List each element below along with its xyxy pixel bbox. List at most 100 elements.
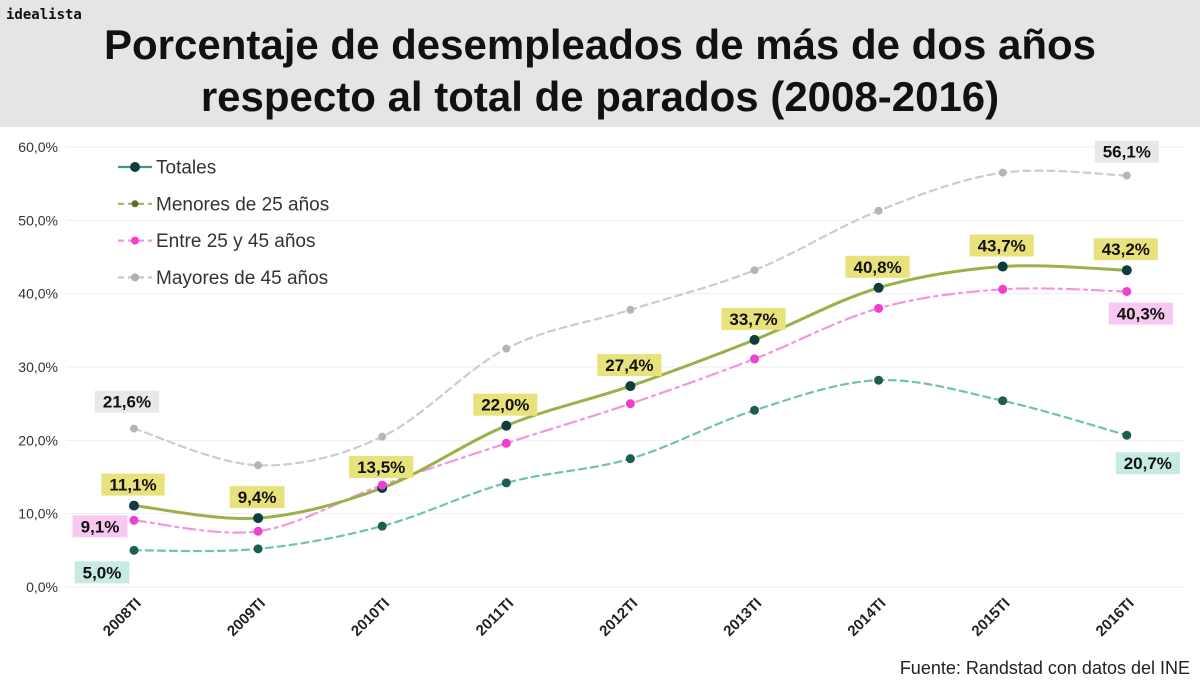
data-label: 43,2% — [1093, 238, 1158, 261]
data-label: 21,6% — [94, 390, 160, 413]
legend-label: Entre 25 y 45 años — [156, 231, 316, 252]
y-tick-label: 40,0% — [18, 286, 58, 302]
x-tick-label: 2011TI — [473, 595, 517, 639]
data-point-totales — [501, 420, 512, 431]
y-tick-label: 30,0% — [18, 359, 58, 375]
legend-label: Menores de 25 años — [156, 194, 329, 215]
data-label: 9,4% — [229, 486, 285, 509]
legend-label: Totales — [156, 158, 216, 179]
series-points — [129, 168, 1132, 555]
legend-label: Mayores de 45 años — [156, 268, 328, 289]
line-chart: 0,0% 10,0% 20,0% 30,0% 40,0% 50,0% 60,0% 2008TI… — [18, 139, 1185, 640]
data-point-totales — [997, 261, 1008, 272]
x-tick-label: 2010TI — [348, 595, 393, 640]
data-label-text: 40,8% — [853, 258, 901, 277]
data-point-mayores-de-45-anos — [378, 432, 387, 441]
x-tick-label: 2012TI — [596, 595, 641, 640]
data-label-text: 40,3% — [1117, 304, 1165, 323]
source-note: Fuente: Randstad con datos del INE — [899, 658, 1190, 678]
data-label-bg — [1093, 238, 1158, 261]
data-label-bg — [473, 393, 538, 416]
y-tick-label: 0,0% — [26, 579, 58, 595]
data-label: 40,3% — [1108, 302, 1173, 325]
data-labels: 11,1% 9,4% 13,5% 22,0% 27,4% 33,7% 40,8% 43,7% 4… — [72, 140, 1180, 584]
data-point-mayores-de-45-anos — [750, 266, 759, 275]
legend-item-mayores-de-45-anos: Mayores de 45 años — [118, 268, 328, 289]
data-point-menores-de-25-anos — [501, 478, 511, 488]
header-band: idealista Porcentaje de desempleados de … — [0, 0, 1200, 127]
data-label: 13,5% — [349, 456, 414, 478]
data-point-menores-de-25-anos — [750, 405, 759, 415]
legend-item-entre-25-y-45-anos: Entre 25 y 45 años — [118, 231, 316, 252]
x-tick-label: 2015TI — [968, 595, 1013, 640]
data-label: 33,7% — [721, 307, 786, 330]
data-label-text: 5,0% — [83, 563, 122, 582]
data-label-text: 11,1% — [109, 476, 156, 495]
y-tick-label: 60,0% — [18, 139, 58, 155]
data-point-entre-25-y-45-anos — [377, 480, 387, 490]
data-label-text: 27,4% — [605, 356, 653, 375]
series-line-totales — [132, 264, 1129, 521]
data-label-bg — [349, 456, 414, 478]
x-tick-label: 2009TI — [224, 595, 269, 640]
data-label: 40,8% — [845, 255, 910, 278]
brand-logo: idealista — [6, 7, 82, 23]
legend-item-totales: Totales — [118, 158, 216, 179]
data-point-entre-25-y-45-anos — [253, 526, 263, 536]
x-tick-label: 2016TI — [1093, 595, 1138, 640]
data-label-text: 21,6% — [103, 393, 151, 412]
data-point-entre-25-y-45-anos — [501, 438, 511, 448]
data-point-totales — [625, 381, 636, 392]
data-point-entre-25-y-45-anos — [1122, 286, 1132, 296]
data-label: 56,1% — [1094, 140, 1159, 163]
data-point-entre-25-y-45-anos — [625, 399, 635, 409]
data-label-bg — [969, 234, 1034, 257]
data-point-menores-de-25-anos — [998, 396, 1008, 406]
chart-title-line-1: Porcentaje de desempleados de más de dos… — [103, 21, 1097, 68]
data-point-menores-de-25-anos — [129, 545, 139, 555]
x-axis: 2008TI 2009TI 2010TI 2011TI 2012TI 2013TI 2014… — [100, 595, 1138, 640]
y-tick-label: 50,0% — [18, 212, 58, 228]
data-label-text: 13,5% — [357, 458, 405, 477]
data-label: 5,0% — [74, 561, 130, 584]
data-point-menores-de-25-anos — [874, 375, 884, 385]
data-label: 9,1% — [72, 515, 128, 538]
data-label-bg — [845, 255, 910, 278]
data-label-bg — [72, 515, 128, 538]
legend: Totales Menores de 25 años Entre 25 y 45 a… — [118, 158, 329, 289]
data-label-text: 43,2% — [1102, 240, 1150, 259]
chart-title-line-2: respecto al total de parados (2008-2016) — [200, 73, 1000, 120]
y-tick-label: 10,0% — [18, 506, 58, 522]
data-label-bg — [94, 390, 160, 413]
x-tick-label: 2014TI — [844, 595, 889, 640]
data-point-mayores-de-45-anos — [130, 424, 138, 433]
data-label: 22,0% — [473, 393, 538, 416]
data-label-bg — [229, 486, 285, 509]
data-point-menores-de-25-anos — [377, 521, 387, 531]
data-label-text: 43,7% — [978, 237, 1026, 256]
data-point-menores-de-25-anos — [625, 454, 635, 464]
data-point-totales — [129, 500, 139, 511]
data-label: 43,7% — [969, 234, 1034, 257]
data-label-text: 9,4% — [238, 488, 277, 507]
legend-item-menores-de-25-anos: Menores de 25 años — [118, 194, 329, 215]
legend-swatch-dot — [131, 200, 139, 208]
data-point-mayores-de-45-anos — [874, 206, 883, 215]
data-point-mayores-de-45-anos — [998, 168, 1007, 177]
legend-swatch-dot — [131, 236, 139, 245]
data-label-bg — [74, 561, 130, 584]
data-point-entre-25-y-45-anos — [998, 284, 1008, 294]
x-tick-label: 2008TI — [100, 595, 145, 640]
legend-swatch-dot — [131, 273, 139, 282]
data-label-text: 20,7% — [1124, 454, 1172, 473]
y-tick-label: 20,0% — [18, 432, 58, 448]
data-label-bg — [101, 473, 165, 496]
data-label: 11,1% — [101, 473, 165, 496]
data-label: 20,7% — [1115, 452, 1180, 475]
data-label-bg — [597, 354, 662, 377]
data-point-totales — [749, 334, 760, 345]
data-label-text: 56,1% — [1103, 143, 1151, 162]
data-point-menores-de-25-anos — [253, 544, 263, 554]
data-point-entre-25-y-45-anos — [874, 303, 884, 313]
